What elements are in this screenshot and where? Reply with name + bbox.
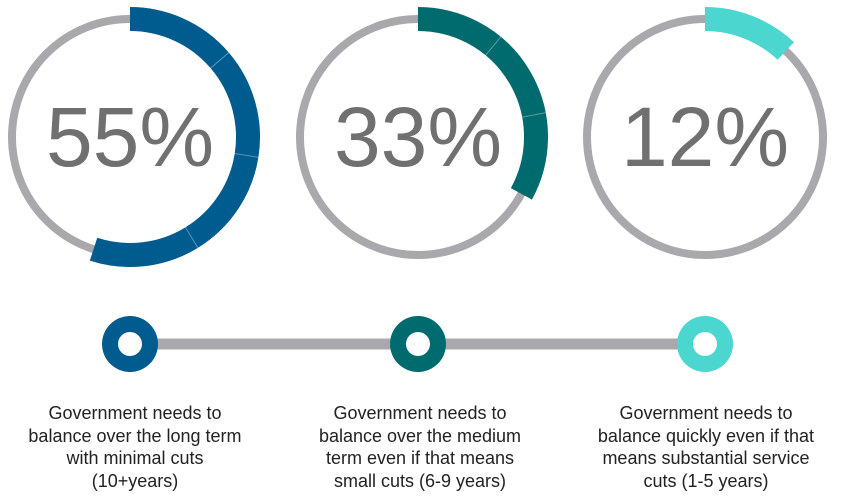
ring-value-arc — [704, 7, 794, 60]
caption-line: term even if that means — [325, 448, 515, 468]
timeline-dot-center — [118, 332, 142, 356]
percentage-label: 55% — [46, 90, 214, 184]
caption-line: Government needs to — [619, 403, 793, 423]
caption-quick: Government needs to balance quickly even… — [576, 402, 836, 492]
caption-line: (10+years) — [91, 470, 179, 491]
caption-long-term: Government needs to balance over the lon… — [5, 402, 265, 492]
ring-value-arc — [417, 7, 548, 200]
caption-line: Government needs to — [48, 403, 222, 423]
percentage-label: 12% — [621, 90, 789, 184]
caption-line: with minimal cuts — [66, 448, 204, 468]
arc-segment-divider — [233, 152, 260, 158]
caption-line: small cuts (6-9 years) — [333, 470, 507, 491]
timeline-dot-center — [406, 332, 430, 356]
caption-line: balance over the long term — [28, 425, 242, 446]
caption-line: means substantial service — [602, 448, 810, 468]
caption-medium-term: Government needs to balance over the med… — [290, 402, 550, 492]
caption-line: cuts (1-5 years) — [643, 470, 769, 491]
arc-segment-divider — [209, 51, 230, 70]
caption-line: Government needs to — [333, 403, 507, 423]
percentage-label: 33% — [334, 90, 502, 184]
caption-line: balance over the medium — [318, 425, 522, 446]
caption-line: balance quickly even if that — [597, 425, 815, 446]
arc-segment-divider — [484, 35, 502, 57]
ring-value-arc — [89, 7, 260, 267]
arc-segment-divider — [521, 111, 547, 118]
arc-segment-divider — [184, 226, 199, 249]
timeline-dot-center — [693, 332, 717, 356]
